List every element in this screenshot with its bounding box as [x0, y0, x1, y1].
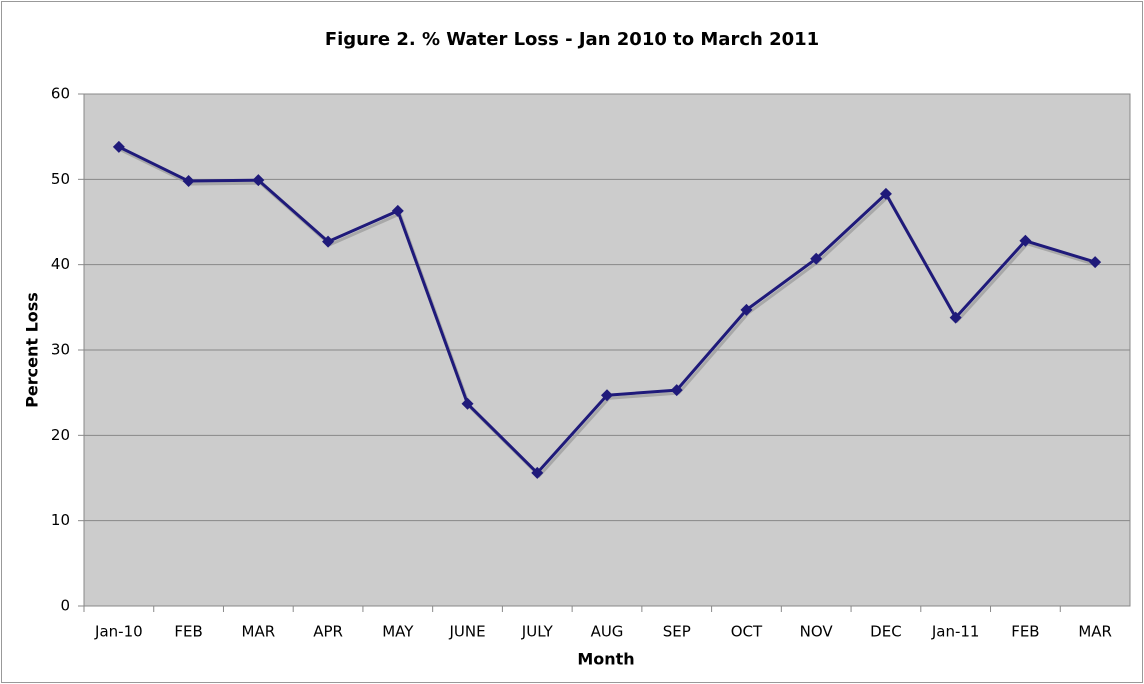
y-tick-label: 20 [51, 426, 70, 444]
chart-title: Figure 2. % Water Loss - Jan 2010 to Mar… [325, 29, 819, 50]
x-tick-label: FEB [1011, 623, 1039, 641]
marker [1019, 234, 1032, 247]
x-tick-label: JUNE [448, 623, 485, 641]
marker [601, 389, 613, 402]
x-tick-label: NOV [800, 623, 834, 641]
marker [182, 175, 195, 188]
y-tick-label: 50 [51, 170, 70, 188]
marker [461, 397, 474, 410]
y-tick-label: 40 [51, 255, 70, 273]
marker [391, 204, 404, 217]
x-tick-label: MAR [242, 623, 276, 641]
x-tick-label: OCT [731, 623, 763, 641]
marker [810, 252, 823, 265]
x-tick-label: AUG [591, 623, 624, 641]
marker [740, 303, 753, 316]
marker [949, 311, 962, 324]
x-tick-label: DEC [870, 623, 902, 641]
y-tick-label: 10 [51, 511, 70, 529]
x-tick-label: SEP [663, 623, 691, 641]
x-tick-label: MAR [1078, 623, 1112, 641]
y-tick-label: 30 [51, 341, 70, 359]
marker [322, 235, 335, 248]
x-axis-title: Month [577, 650, 634, 669]
x-tick-label: Jan-10 [94, 623, 143, 641]
marker [112, 140, 125, 153]
marker [1089, 256, 1102, 269]
x-tick-label: APR [313, 623, 343, 641]
y-tick-label: 0 [60, 597, 70, 615]
x-tick-label: JULY [521, 623, 554, 641]
y-tick-label: 60 [51, 85, 70, 103]
marker [879, 187, 892, 200]
marker [670, 384, 683, 397]
x-tick-label: Jan-11 [931, 623, 980, 641]
marker [531, 466, 544, 479]
x-tick-label: MAY [382, 623, 414, 641]
marker [252, 174, 265, 187]
y-axis-title: Percent Loss [23, 292, 42, 408]
x-tick-label: FEB [174, 623, 202, 641]
